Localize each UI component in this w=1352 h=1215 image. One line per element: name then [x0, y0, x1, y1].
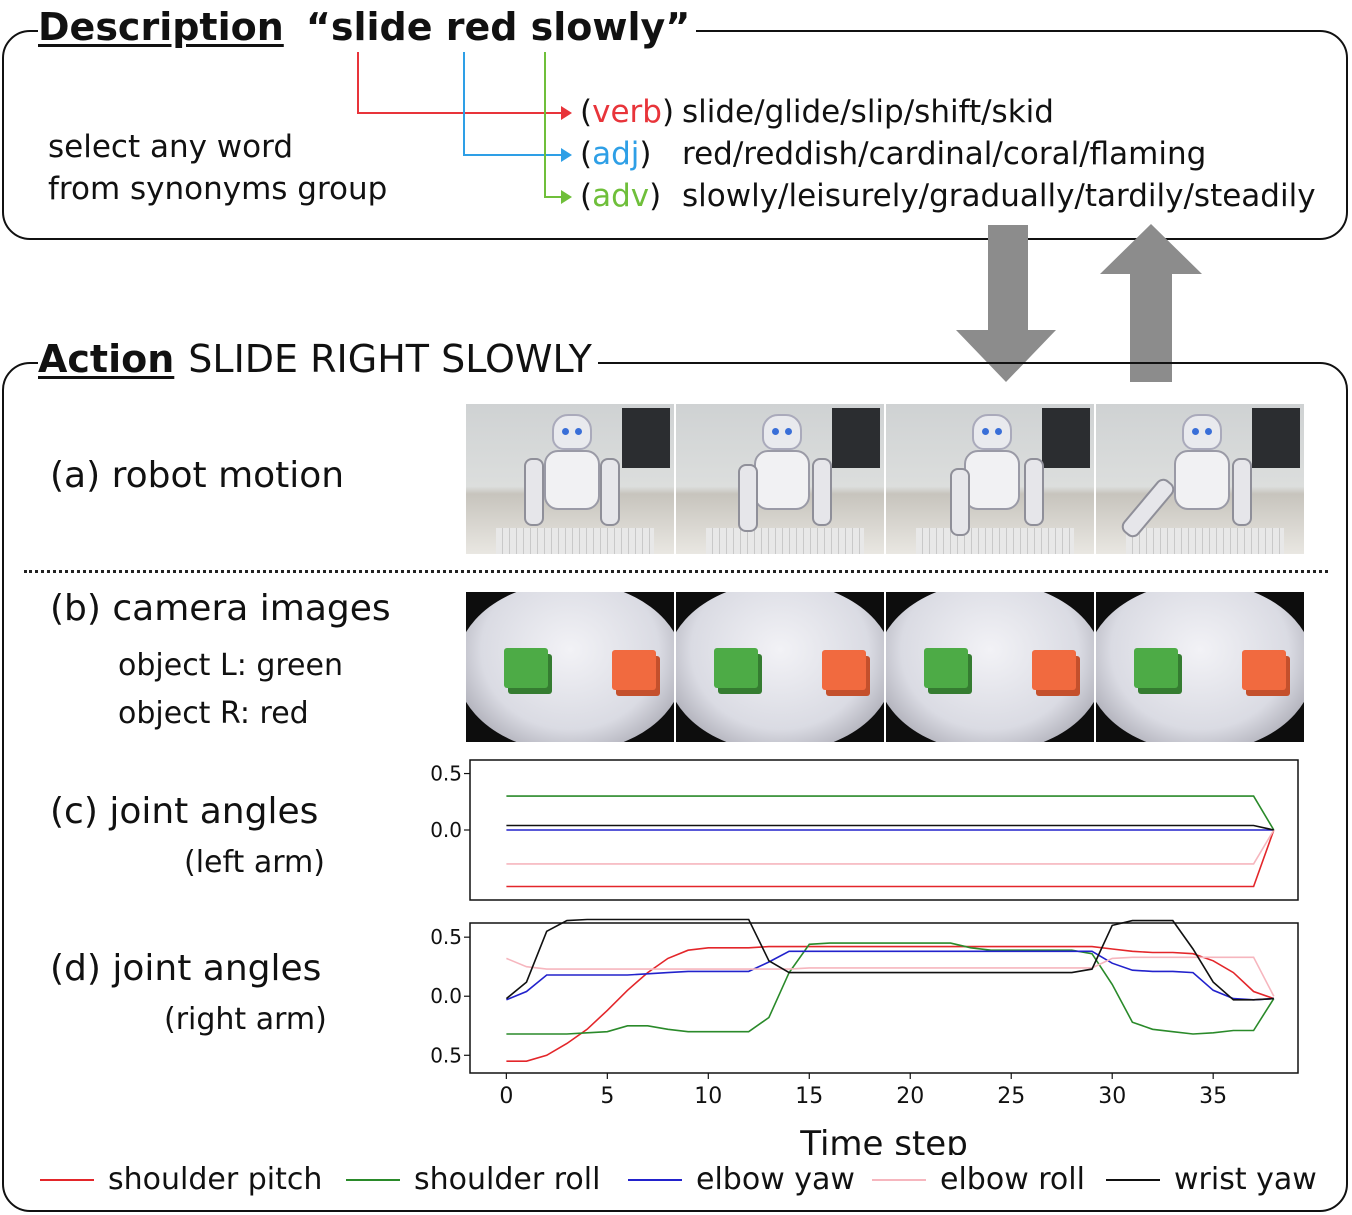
adj-connector — [463, 52, 562, 156]
camera-image-2 — [676, 592, 884, 742]
right-arm-xtick-label: 35 — [1199, 1084, 1227, 1109]
right-arm-ytick-label: 0.0 — [430, 984, 462, 1008]
legend-swatch-elbow-yaw — [628, 1179, 682, 1181]
right-arm-plot-frame — [469, 922, 1299, 1074]
right-arm-xtick-label: 0 — [499, 1084, 513, 1109]
right-arm-series-elbow-yaw — [506, 950, 1274, 1001]
legend-swatch-shoulder-roll — [346, 1179, 400, 1181]
adv-arrowhead — [561, 190, 572, 204]
adv-connector — [544, 52, 562, 198]
legend-label-shoulder-roll: shoulder roll — [414, 1162, 601, 1197]
synonym-connectors — [357, 52, 572, 204]
left-arm-series-shoulder-roll — [506, 795, 1275, 831]
description-quote: “slide red slowly” — [305, 5, 691, 49]
verb-synonyms: slide/glide/slip/shift/skid — [682, 94, 1054, 130]
robot-photo-2 — [676, 404, 884, 554]
robot-motion-strip — [466, 404, 1304, 554]
action-label: Action — [38, 337, 175, 381]
right-arm-series-shoulder-pitch — [506, 945, 1275, 1062]
camera-image-4 — [1096, 592, 1304, 742]
translation-arrows — [956, 224, 1202, 382]
pos-adv-label: (adv) — [580, 178, 662, 214]
camera-images-label: (b) camera images — [50, 588, 391, 629]
right-arm-ytick-label: 0.5 — [430, 1043, 462, 1067]
left-arm-label: (c) joint angles — [50, 791, 319, 832]
legend-label-wrist-yaw: wrist yaw — [1174, 1162, 1317, 1197]
pos-adj-label: (adj) — [580, 136, 652, 172]
legend-label-elbow-yaw: elbow yaw — [696, 1162, 855, 1197]
right-arm-label: (d) joint angles — [50, 948, 322, 989]
synonym-row-adv: (adv) slowly/leisurely/gradually/tardily/… — [580, 176, 1316, 216]
adj-synonyms: red/reddish/cardinal/coral/flaming — [682, 136, 1207, 172]
robot-photo-4 — [1096, 404, 1304, 554]
legend-swatch-shoulder-pitch — [40, 1179, 94, 1181]
verb-arrowhead — [561, 106, 572, 120]
left-arm-ytick-label: 0.0 — [430, 818, 462, 842]
action-title: SLIDE RIGHT SLOWLY — [188, 337, 592, 381]
object-left-label: object L: green — [118, 648, 343, 683]
select-note: select any word from synonyms group — [48, 126, 387, 210]
action-heading: Action SLIDE RIGHT SLOWLY — [38, 335, 598, 383]
pos-adj-text: adj — [592, 136, 640, 172]
right-arm-xtick-label: 5 — [600, 1084, 614, 1109]
right-arm-xtick-label: 30 — [1098, 1084, 1126, 1109]
camera-image-1 — [466, 592, 674, 742]
verb-connector — [357, 52, 562, 114]
right-arm-series-elbow-roll — [506, 956, 1275, 997]
right-arm-chart: 0.5 0.0 0.5 0 5 10 15 20 25 30 35 Time step — [430, 918, 1299, 1155]
pos-verb-text: verb — [592, 94, 662, 130]
legend-swatch-wrist-yaw — [1106, 1179, 1160, 1181]
left-arm-ytick-label: 0.5 — [430, 762, 462, 786]
adj-arrowhead — [561, 148, 572, 162]
select-note-line1: select any word — [48, 129, 294, 165]
select-note-line2: from synonyms group — [48, 171, 388, 207]
robot-photo-3 — [886, 404, 1094, 554]
synonym-row-adj: (adj) red/reddish/cardinal/coral/flaming — [580, 134, 1206, 174]
legend-label-shoulder-pitch: shoulder pitch — [108, 1162, 323, 1197]
action-panel — [2, 362, 1348, 1212]
right-arm-series-wrist-yaw — [505, 918, 1274, 1001]
adv-synonyms: slowly/leisurely/gradually/tardily/stead… — [682, 178, 1316, 214]
legend-label-elbow-roll: elbow roll — [940, 1162, 1085, 1197]
up-arrow — [1100, 224, 1202, 382]
right-arm-ytick-label: 0.5 — [430, 925, 462, 949]
right-arm-xtick-label: 25 — [997, 1084, 1025, 1109]
left-arm-sublabel: (left arm) — [184, 845, 325, 880]
right-arm-xtick-label: 10 — [694, 1084, 722, 1109]
description-label: Description — [38, 5, 284, 49]
down-arrow — [956, 225, 1056, 382]
right-arm-series-shoulder-roll — [506, 942, 1275, 1035]
synonym-row-verb: (verb) slide/glide/slip/shift/skid — [580, 92, 1054, 132]
object-right-label: object R: red — [118, 696, 309, 731]
row-separator — [24, 570, 1328, 573]
left-arm-series-shoulder-pitch — [506, 829, 1275, 888]
left-arm-series-wrist-yaw — [506, 824, 1274, 831]
left-arm-series-elbow-roll — [506, 829, 1275, 865]
robot-motion-label: (a) robot motion — [50, 455, 345, 496]
legend-swatch-elbow-roll — [872, 1179, 926, 1181]
pos-adv-text: adv — [592, 178, 650, 214]
right-arm-xtick-label: 15 — [795, 1084, 823, 1109]
camera-image-strip — [466, 592, 1304, 742]
left-arm-chart: 0.0 0.5 — [430, 759, 1299, 901]
pos-verb-label: (verb) — [580, 94, 675, 130]
right-arm-xtick-label: 20 — [896, 1084, 924, 1109]
joint-legend: shoulder pitch shoulder roll elbow yaw e… — [40, 1160, 1330, 1200]
right-arm-sublabel: (right arm) — [164, 1002, 327, 1037]
description-heading: Description “slide red slowly” — [38, 4, 697, 50]
camera-image-3 — [886, 592, 1094, 742]
robot-photo-1 — [466, 404, 674, 554]
right-arm-xlabel: Time step — [799, 1124, 968, 1155]
